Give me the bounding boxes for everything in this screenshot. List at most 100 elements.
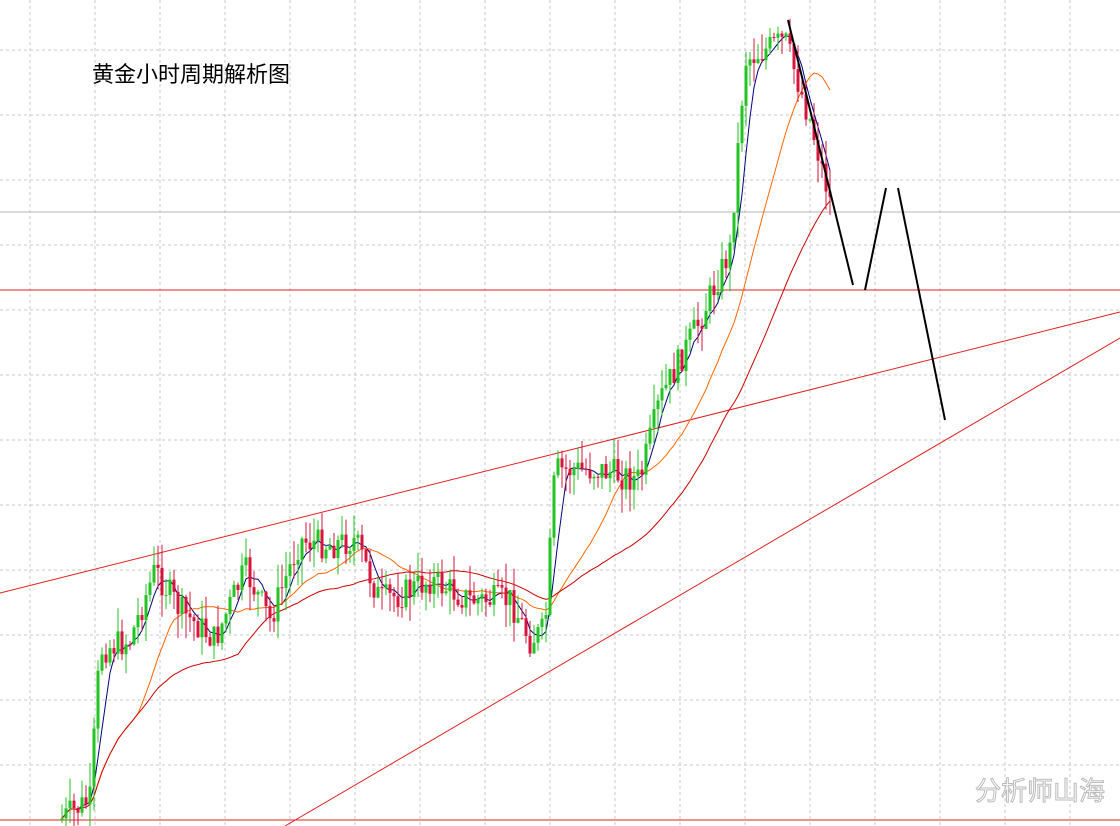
candle-body [680,349,684,371]
candle-body [224,613,228,624]
candle-body [76,807,80,813]
candle-body [192,617,196,622]
moving-average [61,200,831,819]
candle-body [728,242,732,269]
candle-body [212,626,216,646]
candle-body [256,591,260,595]
candle-body [204,618,208,638]
candle-body [392,592,396,597]
candle-body [744,65,748,106]
candle-body [644,443,648,475]
candle-body [96,670,100,729]
candle-body [512,590,516,623]
candle-body [684,339,688,371]
candle-body [228,596,232,614]
candle-body [100,654,104,671]
candle-body [108,648,112,663]
candle-body [620,480,624,490]
candle-body [180,596,184,614]
candle-body [568,468,572,476]
candle-body [632,475,636,490]
candle-body [160,567,164,596]
candle-body [448,579,452,592]
candle-body [740,105,744,144]
candle-body [808,119,812,121]
candle-body [460,604,464,608]
candle-body [480,594,484,599]
candle-body [372,583,376,598]
candle-body [112,648,116,654]
candle-body [596,476,600,478]
candle-body [216,626,220,643]
candle-body [352,537,356,551]
candle-body [384,584,388,589]
candle-body [584,468,588,470]
candle-body [508,590,512,606]
candle-body [612,459,616,473]
candle-body [104,654,108,663]
candle-body [140,614,144,621]
candle-body [792,43,796,70]
candle-body [368,561,372,584]
candle-body [276,587,280,622]
candle-body [60,818,64,820]
candle-body [544,614,548,619]
candle-body [704,310,708,329]
chart-title: 黄金小时周期解析图 [92,63,290,88]
candle-body [756,59,760,64]
candle-body [576,462,580,469]
candle-body [360,534,364,550]
candle-body [196,621,200,638]
candle-body [656,400,660,410]
candle-body [300,538,304,561]
candle-body [340,534,344,541]
candle-body [64,808,68,819]
candle-body [776,33,780,38]
candle-body [760,59,764,61]
candle-body [520,618,524,620]
candle-body [556,458,560,476]
candle-body [144,595,148,621]
candle-body [236,584,240,591]
candle-body [688,328,692,340]
candle-body [764,48,768,61]
candle-body [68,800,72,809]
candle-body [248,557,252,588]
candle-body [336,540,340,558]
candle-body [260,591,264,593]
candle-body [376,586,380,598]
candle-body [84,797,88,805]
candle-body [436,572,440,578]
candle-body [528,635,532,654]
candle-body [268,606,272,619]
candle-body [428,584,432,594]
candle-body [468,590,472,596]
candle-body [488,602,492,605]
candle-body [500,585,504,588]
candle-body [304,538,308,543]
candle-body [672,369,676,384]
candle-body [320,529,324,559]
candle-body [464,590,468,608]
candle-body [324,549,328,559]
candle-body [452,579,456,600]
watermark: 分析师山海 [975,777,1105,807]
candle-body [716,292,720,296]
candle-body [540,618,544,628]
candle-body [116,631,120,654]
candle-body [456,599,460,605]
candle-body [636,469,640,476]
candle-body [784,33,788,37]
candle-body [312,540,316,550]
candle-body [668,369,672,385]
candle-body [720,258,724,293]
candle-body [200,618,204,638]
candle-body [136,614,140,628]
candle-body [800,91,804,95]
candle-body [664,384,668,389]
candle-body [816,140,820,161]
candle-body [328,545,332,550]
